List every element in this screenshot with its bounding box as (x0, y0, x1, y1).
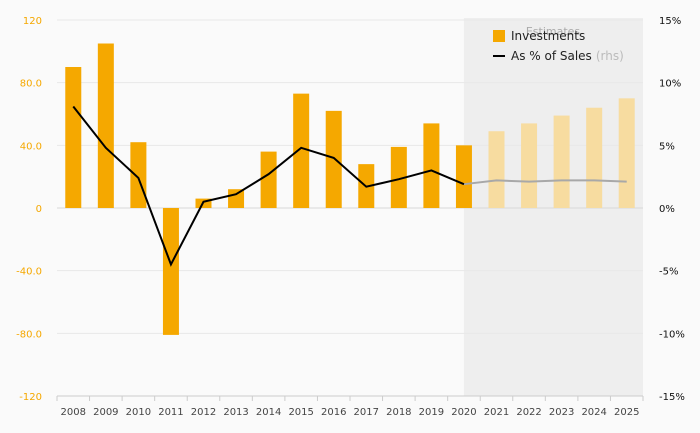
line-percent-of-sales-actual (72, 105, 465, 267)
y-right-tick-label: 5% (659, 141, 675, 152)
y-left-tick-label: 0 (36, 204, 42, 215)
y-left-tick-label: -40.0 (16, 267, 42, 278)
legend-rhs-suffix: (rhs) (596, 49, 624, 63)
y-left-tick-label: -80.0 (16, 329, 42, 340)
y-right-tick-label: 10% (659, 79, 681, 90)
x-tick-label: 2024 (581, 407, 606, 418)
bar-2009 (97, 43, 114, 208)
x-tick-label: 2016 (321, 407, 346, 418)
x-tick-label: 2018 (386, 407, 411, 418)
x-tick-label: 2023 (549, 407, 574, 418)
bar-2021 (488, 131, 505, 208)
x-axis: 2008 2009 2010 2011 2012 2013 2014 2015 2016 2017… (56, 395, 644, 418)
bar-2018 (390, 146, 407, 208)
x-tick-label: 2017 (354, 407, 379, 418)
line-series-percent-of-sales (72, 105, 627, 267)
y-left-tick-label: 40.0 (20, 141, 42, 152)
x-tick-label: 2019 (419, 407, 444, 418)
x-tick-label: 2022 (516, 407, 541, 418)
line-percent-of-sales-estimates (463, 179, 627, 186)
y-left-tick-label: 120 (23, 16, 42, 27)
bar-2015 (293, 93, 310, 208)
estimates-label: Estimates (526, 25, 581, 38)
x-tick-label: 2009 (93, 407, 118, 418)
y-left-tick-label: -120 (19, 392, 42, 403)
legend-series-name: As % of Sales (511, 49, 592, 63)
y-left-tick-label: 80.0 (20, 79, 42, 90)
bar-2013 (228, 189, 245, 208)
legend: Investments As % of Sales (rhs) (493, 29, 624, 63)
bar-2023 (553, 115, 570, 208)
bar-2022 (521, 123, 538, 208)
bar-2020 (455, 145, 472, 208)
bar-2011 (162, 208, 179, 335)
x-tick-label: 2025 (614, 407, 639, 418)
x-tick-label: 2012 (191, 407, 216, 418)
legend-swatch-investments (493, 30, 505, 42)
x-tick-label: 2015 (288, 407, 313, 418)
y-right-tick-label: -5% (659, 267, 678, 278)
x-tick-label: 2010 (126, 407, 151, 418)
x-tick-label: 2021 (484, 407, 509, 418)
y-right-tick-label: 0% (659, 204, 675, 215)
bar-2019 (423, 123, 440, 208)
right-y-axis: 15% 10% 5% 0% -5% -10% -15% (659, 16, 685, 403)
legend-label-percent-of-sales: As % of Sales (rhs) (511, 49, 624, 63)
y-right-tick-label: -15% (659, 392, 685, 403)
bar-2008 (65, 67, 82, 208)
bar-2025 (618, 98, 635, 208)
x-tick-label: 2014 (256, 407, 281, 418)
legend-label-investments: Investments (511, 29, 585, 43)
x-tick-label: 2008 (61, 407, 86, 418)
bar-series-investments (65, 43, 635, 335)
left-y-axis: 120 80.0 40.0 0 -40.0 -80.0 -120 (16, 16, 42, 403)
bar-2014 (260, 151, 277, 208)
bar-2016 (325, 110, 342, 208)
x-tick-label: 2013 (223, 407, 248, 418)
y-right-tick-label: -10% (659, 329, 685, 340)
x-tick-label: 2020 (451, 407, 476, 418)
y-right-tick-label: 15% (659, 16, 681, 27)
bar-2010 (130, 142, 147, 208)
bar-2024 (586, 107, 603, 208)
x-tick-label: 2011 (158, 407, 183, 418)
